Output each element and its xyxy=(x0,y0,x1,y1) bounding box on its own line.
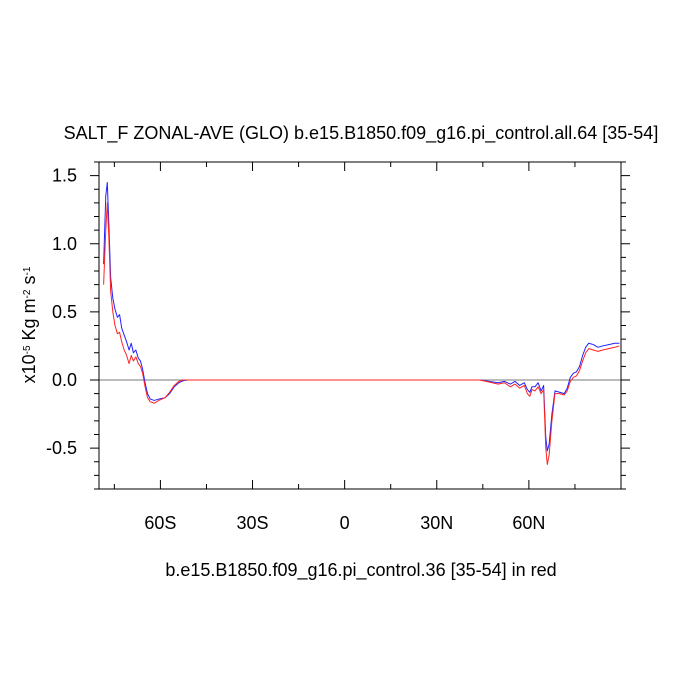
y-axis-label-unit1-exp: -2 xyxy=(22,289,33,298)
chart-title: SALT_F ZONAL-AVE (GLO) b.e15.B1850.f09_g… xyxy=(64,123,659,144)
x-tick-label: 0 xyxy=(340,513,350,533)
y-tick-label: 0.5 xyxy=(52,302,77,322)
y-axis-label-unit1: Kg m xyxy=(19,298,39,345)
y-axis-label-unit2-exp: -1 xyxy=(22,266,33,275)
x-tick-label: 60N xyxy=(512,513,545,533)
y-axis-label-unit2: s xyxy=(19,276,39,290)
plot-frame xyxy=(98,161,622,490)
y-tick-label: 0.0 xyxy=(52,370,77,390)
x-tick-label: 60S xyxy=(144,513,176,533)
y-tick-label: -0.5 xyxy=(46,438,77,458)
x-tick-label: 30S xyxy=(237,513,269,533)
y-tick-label: 1.5 xyxy=(52,166,77,186)
plot-area: 60S 30S 0 30N 60N 1.5 1.0 0.5 0.0 -0.5 xyxy=(46,161,630,533)
y-tick-label: 1.0 xyxy=(52,234,77,254)
y-axis-label: x10-5 Kg m-2 s-1 xyxy=(19,266,39,383)
x-tick-label: 30N xyxy=(420,513,453,533)
series-line-2 xyxy=(103,202,620,465)
chart-subtitle: b.e15.B1850.f09_g16.pi_control.36 [35-54… xyxy=(165,560,556,581)
series-line-1 xyxy=(103,181,620,452)
y-axis-label-prefix-exp: -5 xyxy=(22,345,33,354)
y-axis-label-prefix: x10 xyxy=(19,354,39,383)
